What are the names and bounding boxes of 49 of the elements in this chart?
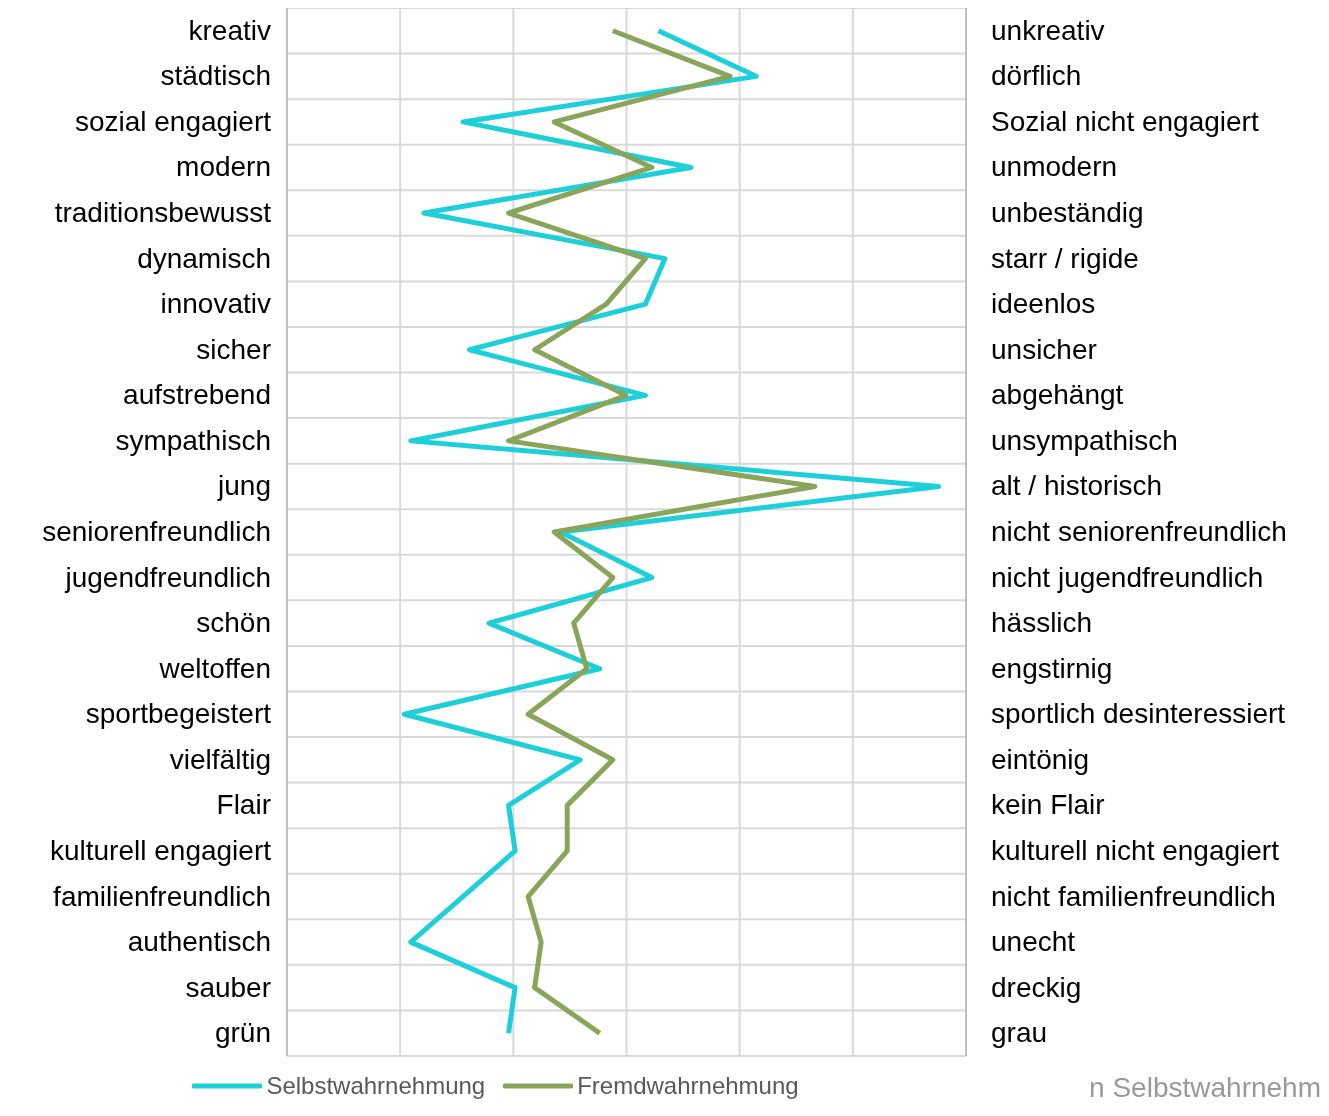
y2-tick-label: nicht familienfreundlich — [991, 880, 1276, 912]
y2-tick-label: unsympathisch — [991, 424, 1178, 456]
y-tick-label: sauber — [185, 971, 271, 1003]
y2-tick-label: alt / historisch — [991, 470, 1163, 502]
y2-tick-label: Sozial nicht engagiert — [991, 105, 1259, 137]
y-tick-label: sicher — [196, 333, 271, 365]
y2-tick-label: hässlich — [991, 607, 1093, 639]
y2-tick-label: unecht — [991, 926, 1076, 958]
y2-tick-label: dreckig — [991, 971, 1082, 1003]
y-tick-label: sportbegeistert — [85, 698, 272, 730]
y-tick-label: weltoffen — [158, 652, 271, 684]
y-tick-label: jung — [217, 470, 271, 502]
y-tick-label: seniorenfreundlich — [42, 516, 271, 547]
y-tick-label: städtisch — [160, 60, 271, 92]
y-tick-label: jugendfreundlich — [64, 561, 271, 593]
y-tick-label: sympathisch — [115, 424, 271, 456]
y-tick-label: modern — [176, 151, 271, 183]
y2-tick-label: nicht jugendfreundlich — [991, 561, 1264, 593]
y2-tick-label: unsicher — [991, 333, 1097, 365]
y2-tick-label: ideenlos — [991, 288, 1096, 320]
y-tick-label: grün — [214, 1017, 271, 1049]
y2-tick-label: unmodern — [991, 151, 1118, 183]
y2-tick-label: unkreativ — [991, 14, 1105, 46]
y2-tick-label: starr / rigide — [991, 242, 1139, 274]
y2-tick-label: sportlich desinteressiert — [991, 698, 1286, 730]
y2-tick-label: abgehängt — [991, 379, 1124, 411]
legend-label: Fremdwahrnehmung — [577, 1072, 799, 1100]
legend-label: Selbstwahrnehmung — [266, 1072, 486, 1100]
y-tick-label: vielfältig — [169, 743, 271, 775]
y2-tick-label: dörflich — [991, 60, 1082, 92]
y-tick-label: authentisch — [127, 926, 271, 958]
y2-tick-label: grau — [991, 1017, 1048, 1049]
y-tick-label: kulturell engagiert — [49, 834, 272, 866]
y2-tick-label: unbeständig — [991, 197, 1144, 229]
y-tick-label: dynamisch — [137, 242, 271, 274]
y-tick-label: Flair — [216, 789, 271, 821]
text: n Selbstwahrnehm — [1089, 1072, 1321, 1104]
y2-tick-label: kein Flair — [991, 789, 1105, 821]
y2-tick-label: nicht seniorenfreundlich — [991, 516, 1287, 547]
y-tick-label: traditionsbewusst — [54, 197, 272, 229]
y2-tick-label: kulturell nicht engagiert — [991, 834, 1280, 866]
y-tick-label: innovativ — [160, 288, 271, 320]
y-tick-label: sozial engagiert — [74, 105, 272, 137]
y-tick-label: aufstrebend — [123, 379, 271, 411]
y2-tick-label: eintönig — [991, 743, 1090, 775]
y-tick-label: schön — [196, 607, 271, 639]
y2-tick-label: engstirnig — [991, 652, 1113, 684]
y-tick-label: kreativ — [188, 14, 271, 46]
y-tick-label: familienfreundlich — [53, 880, 271, 912]
